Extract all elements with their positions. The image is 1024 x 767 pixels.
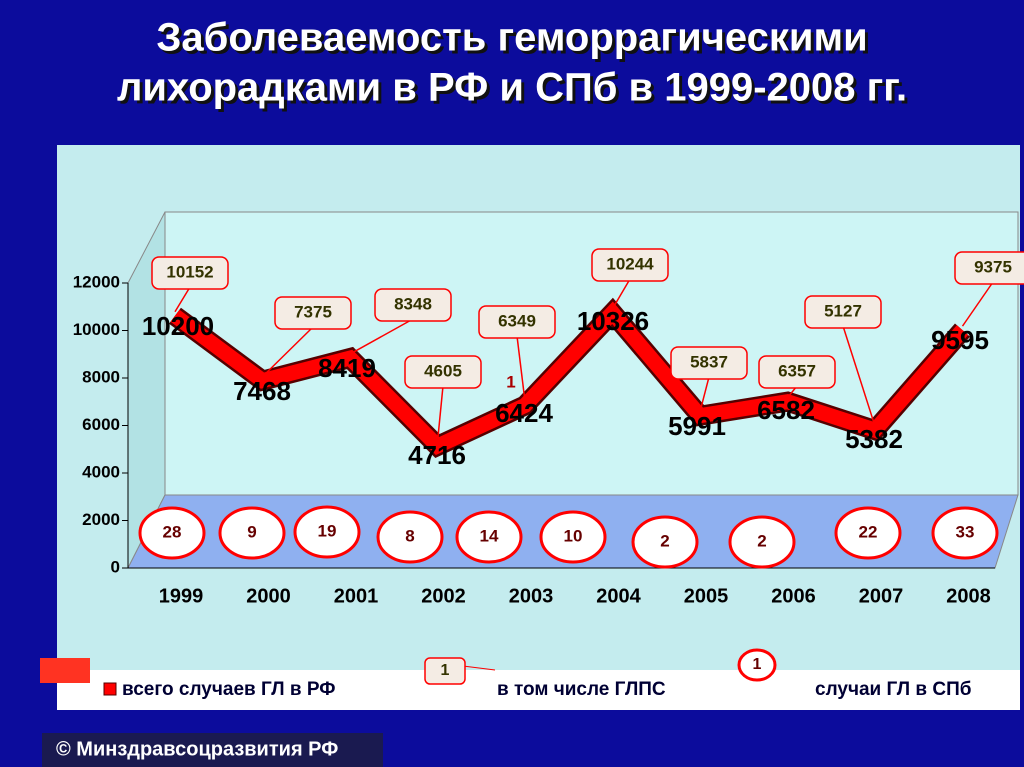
legend-label: случаи ГЛ в СПб [815,679,972,700]
x-tick-label: 2005 [684,585,729,607]
callout-label: 9375 [974,257,1012,276]
spb-marker [138,506,206,560]
footer: © Минздравсоцразвития РФ [56,738,338,760]
chart-title: лихорадками в РФ и СПб в 1999-2008 гг. [117,66,907,110]
spb-label: 8 [405,526,414,545]
value-label: 10200 [142,311,214,341]
callout-pointer [436,385,444,443]
callout [591,248,669,282]
chart-title: Заболеваемость геморрагическими [156,16,867,60]
y-tick-label: 8000 [82,367,120,386]
spb-label: 19 [318,521,337,540]
callout-label: 10244 [606,254,654,273]
title-shadow: лихорадками в РФ и СПб в 1999-2008 гг. [120,69,910,113]
callout [151,256,229,290]
y-tick-label: 2000 [82,510,120,529]
legend-swatch-large [40,658,90,683]
callout-pointer [699,376,710,412]
legend-pointer [462,665,496,671]
legend-swatch [103,682,117,696]
callout [670,346,748,380]
x-tick-label: 2000 [246,585,291,607]
ribbon [170,301,969,456]
x-tick-label: 2004 [596,585,641,607]
legend-swatch [737,648,777,682]
spb-marker [539,510,607,564]
legend-sample: 1 [753,656,762,673]
x-tick-label: 2006 [771,585,816,607]
spb-marker [631,515,699,569]
spb-marker [931,506,999,560]
legend-label: всего случаев ГЛ в РФ [122,679,335,700]
callout-label: 5127 [824,301,862,320]
callout-pointer [174,286,191,313]
callout-label: 7375 [294,302,332,321]
callout-pointer [611,278,631,310]
title-shadow: Заболеваемость геморрагическими [159,19,870,63]
y-tick-label: 12000 [73,272,120,291]
callout [478,305,556,339]
y-tick-label: 10000 [73,320,120,339]
callout [404,355,482,389]
callout-pointer [516,335,526,402]
spb-marker [293,505,361,559]
y-tick-label: 4000 [82,462,120,481]
callout-label: 4605 [424,361,462,380]
x-tick-label: 1999 [159,585,204,607]
spb-label: 14 [480,526,499,545]
callout-label: 10152 [166,262,213,281]
callout-label: 5837 [690,352,728,371]
callout-pointer [842,325,876,427]
callout-label: 8348 [394,294,432,313]
value-label: 8419 [318,353,376,383]
value-label: 7468 [233,376,291,406]
legend-sample: 1 [441,662,450,679]
x-tick-label: 2002 [421,585,466,607]
value-label: 5991 [668,411,726,441]
spb-label: 22 [859,522,878,541]
spb-marker [728,515,796,569]
spb-label: 33 [956,522,975,541]
callout [374,288,452,322]
callout-pointer [261,326,314,378]
legend-swatch [424,657,466,685]
value-label: 6582 [757,395,815,425]
footer-box [42,733,383,767]
callout-label: 6357 [778,361,816,380]
spb-marker [376,510,444,564]
spb-marker [834,506,902,560]
spb-label: 2 [757,531,766,550]
spb-label: 28 [163,522,182,541]
legend-label: в том числе ГЛПС [497,679,666,700]
callout-pointer [349,318,414,355]
spb-label: 2 [660,531,669,550]
annotation: 1 [506,372,515,391]
callout [804,295,882,329]
callout [274,296,352,330]
spb-marker [218,506,286,560]
value-label: 4716 [408,440,466,470]
callout-label: 6349 [498,311,536,330]
legend [57,670,1020,710]
spb-marker [455,510,523,564]
x-tick-label: 2008 [946,585,991,607]
value-label: 5382 [845,424,903,454]
y-tick-label: 6000 [82,415,120,434]
spb-label: 10 [564,526,583,545]
spb-label: 9 [247,522,256,541]
value-label: 6424 [495,398,553,428]
x-tick-label: 2001 [334,585,379,607]
value-label: 10326 [577,306,649,336]
callout-pointer [961,281,994,327]
callout [758,355,836,389]
x-tick-label: 2003 [509,585,554,607]
callout [954,251,1024,285]
y-tick-label: 0 [111,557,120,576]
x-tick-label: 2007 [859,585,904,607]
value-label: 9595 [931,325,989,355]
